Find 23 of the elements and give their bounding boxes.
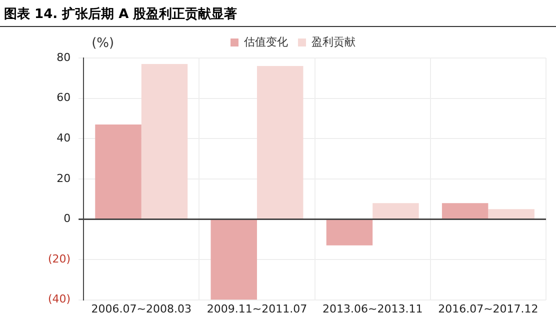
bar xyxy=(326,220,373,246)
bar xyxy=(95,124,142,218)
bar xyxy=(442,203,488,218)
y-axis-title: (%) xyxy=(92,36,114,51)
bar xyxy=(210,220,257,300)
y-tick-label: 60 xyxy=(56,91,71,104)
y-tick-label: (40) xyxy=(48,292,71,306)
bar xyxy=(141,64,188,218)
y-tick-label: 80 xyxy=(56,50,71,64)
y-tick-label: 20 xyxy=(56,172,71,185)
legend-label: 估值变化 xyxy=(244,35,288,48)
x-tick-label: 2006.07~2008.03 xyxy=(91,302,192,316)
y-tick-label: (20) xyxy=(48,252,71,266)
bar xyxy=(256,66,304,218)
y-tick-label: 0 xyxy=(64,212,71,226)
x-tick-label: 2016.07~2017.12 xyxy=(438,302,538,316)
x-tick-label: 2009.11~2011.07 xyxy=(206,302,308,316)
y-tick-label: 40 xyxy=(56,131,71,144)
x-tick-label: 2013.06~2013.11 xyxy=(322,302,423,316)
bar xyxy=(488,209,534,218)
legend-label: 盈利贡献 xyxy=(312,35,356,48)
bar xyxy=(372,203,419,218)
chart-title: 图表 14. 扩张后期 A 股盈利正贡献显著 xyxy=(0,0,556,27)
